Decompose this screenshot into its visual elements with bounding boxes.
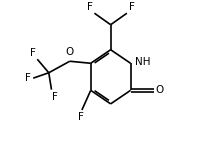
Text: F: F bbox=[129, 2, 134, 12]
Text: O: O bbox=[66, 47, 74, 58]
Text: F: F bbox=[25, 73, 31, 83]
Text: F: F bbox=[78, 112, 84, 122]
Text: F: F bbox=[87, 2, 93, 12]
Text: F: F bbox=[52, 92, 58, 102]
Text: O: O bbox=[156, 85, 164, 95]
Text: NH: NH bbox=[135, 57, 151, 67]
Text: F: F bbox=[30, 48, 36, 58]
